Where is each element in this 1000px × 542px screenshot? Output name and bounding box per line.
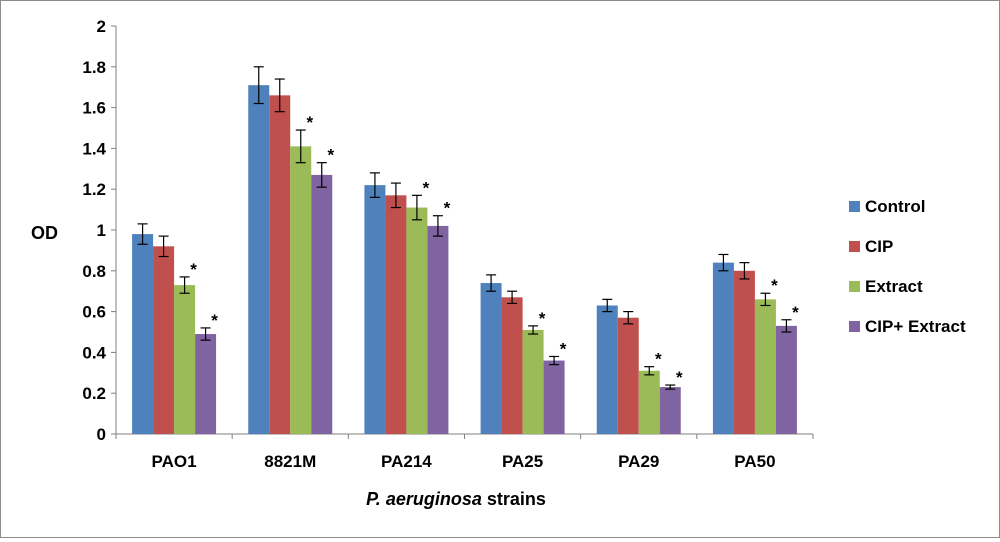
bar xyxy=(543,360,565,434)
y-tick-label: 1.4 xyxy=(82,139,106,158)
x-tick-label: PAO1 xyxy=(152,452,197,471)
x-tick-label: PA29 xyxy=(618,452,659,471)
significance-star: * xyxy=(423,178,430,197)
y-tick-label: 1.2 xyxy=(82,180,106,199)
x-axis-label: P. aeruginosa strains xyxy=(366,489,546,509)
significance-star: * xyxy=(655,350,662,369)
legend-label: CIP xyxy=(865,237,893,256)
significance-markers: * * * * * * * * * * * * xyxy=(190,113,799,387)
y-axis-label: OD xyxy=(31,223,58,243)
y-tick-label: 1.8 xyxy=(82,58,106,77)
bar xyxy=(290,146,312,435)
y-tick-label: 0.4 xyxy=(82,343,106,362)
bar xyxy=(501,297,523,434)
bar xyxy=(153,246,175,434)
bar xyxy=(195,334,217,434)
error-bars xyxy=(137,66,792,390)
significance-star: * xyxy=(771,276,778,295)
bar xyxy=(754,299,776,434)
axes: 0 0.2 0.4 0.6 0.8 1 1.2 1.4 1.6 1.8 2 PAO1 8821M PA21… xyxy=(82,17,814,471)
bar xyxy=(385,195,407,434)
x-tick-label: PA25 xyxy=(502,452,543,471)
x-axis-label-italic: P. aeruginosa xyxy=(366,489,482,509)
bars xyxy=(132,85,797,435)
significance-star: * xyxy=(306,113,313,132)
significance-star: * xyxy=(327,146,334,165)
x-tick-label: PA214 xyxy=(381,452,432,471)
legend-label: Control xyxy=(865,197,925,216)
bar xyxy=(522,329,544,434)
y-tick-label: 0.8 xyxy=(82,262,106,281)
bar xyxy=(617,317,639,434)
y-tick-label: 0 xyxy=(97,425,106,444)
legend-label: CIP+ Extract xyxy=(865,317,966,336)
legend-swatch xyxy=(849,241,860,252)
y-tick-label: 0.6 xyxy=(82,303,106,322)
bar xyxy=(596,305,618,434)
bar xyxy=(269,95,291,435)
legend-swatch xyxy=(849,321,860,332)
x-tick-label: 8821M xyxy=(264,452,316,471)
y-tick-label: 1 xyxy=(97,221,106,240)
significance-star: * xyxy=(211,311,218,330)
axis-labels: OD P. aeruginosa strains xyxy=(31,223,546,509)
bar xyxy=(712,262,734,434)
bar xyxy=(733,270,755,434)
significance-star: * xyxy=(539,309,546,328)
bar xyxy=(659,387,681,434)
significance-star: * xyxy=(190,260,197,279)
legend-label: Extract xyxy=(865,277,923,296)
bar xyxy=(406,207,428,434)
y-tick-label: 2 xyxy=(97,17,106,36)
significance-star: * xyxy=(676,368,683,387)
bar xyxy=(364,185,386,434)
x-axis-label-rest: strains xyxy=(482,489,546,509)
significance-star: * xyxy=(792,303,799,322)
bar xyxy=(248,85,270,434)
bar xyxy=(132,234,154,434)
bar xyxy=(480,283,502,434)
significance-star: * xyxy=(444,199,451,218)
significance-star: * xyxy=(560,339,567,358)
bar xyxy=(311,174,333,435)
y-tick-label: 1.6 xyxy=(82,99,106,118)
bar xyxy=(638,370,660,434)
bar xyxy=(174,285,196,434)
bar xyxy=(775,325,797,434)
legend: Control CIP Extract CIP+ Extract xyxy=(849,197,966,336)
x-tick-label: PA50 xyxy=(734,452,775,471)
bar xyxy=(427,225,449,434)
legend-swatch xyxy=(849,201,860,212)
y-tick-label: 0.2 xyxy=(82,384,106,403)
legend-swatch xyxy=(849,281,860,292)
